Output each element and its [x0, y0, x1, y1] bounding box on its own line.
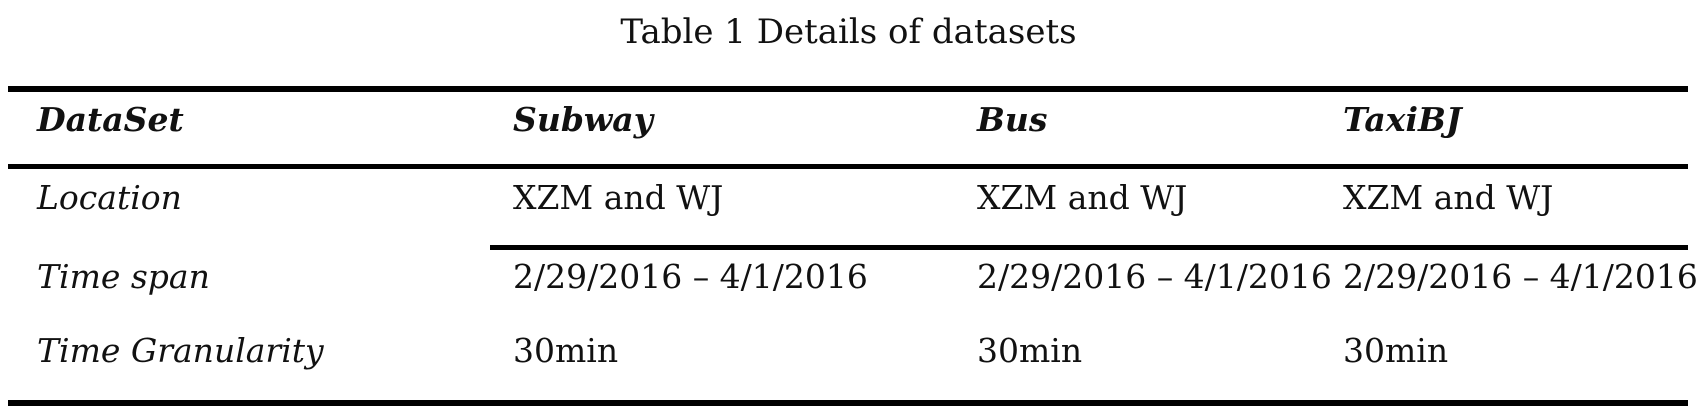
- column-header-bus: Bus: [977, 100, 1048, 139]
- column-header-subway: Subway: [513, 100, 653, 139]
- row-label-time-granularity: Time Granularity: [37, 331, 324, 370]
- cell-granularity-bus: 30min: [977, 331, 1083, 370]
- row-label-location: Location: [37, 178, 182, 217]
- cell-location-taxibj: XZM and WJ: [1343, 178, 1554, 217]
- column-header-taxibj: TaxiBJ: [1343, 100, 1462, 139]
- table-header-rule: [8, 164, 1688, 169]
- table-caption: Table 1 Details of datasets: [620, 12, 1077, 52]
- cell-granularity-taxibj: 30min: [1343, 331, 1449, 370]
- cell-granularity-subway: 30min: [513, 331, 619, 370]
- cell-time-span-bus: 2/29/2016 – 4/1/2016: [977, 257, 1332, 296]
- table-bottom-rule: [8, 400, 1688, 406]
- cell-time-span-subway: 2/29/2016 – 4/1/2016: [513, 257, 868, 296]
- table-inner-rule: [490, 245, 1688, 250]
- cell-location-bus: XZM and WJ: [977, 178, 1188, 217]
- column-header-dataset: DataSet: [37, 100, 184, 139]
- table-top-rule: [8, 86, 1688, 92]
- row-label-time-span: Time span: [37, 257, 210, 296]
- cell-location-subway: XZM and WJ: [513, 178, 724, 217]
- cell-time-span-taxibj: 2/29/2016 – 4/1/2016: [1343, 257, 1697, 296]
